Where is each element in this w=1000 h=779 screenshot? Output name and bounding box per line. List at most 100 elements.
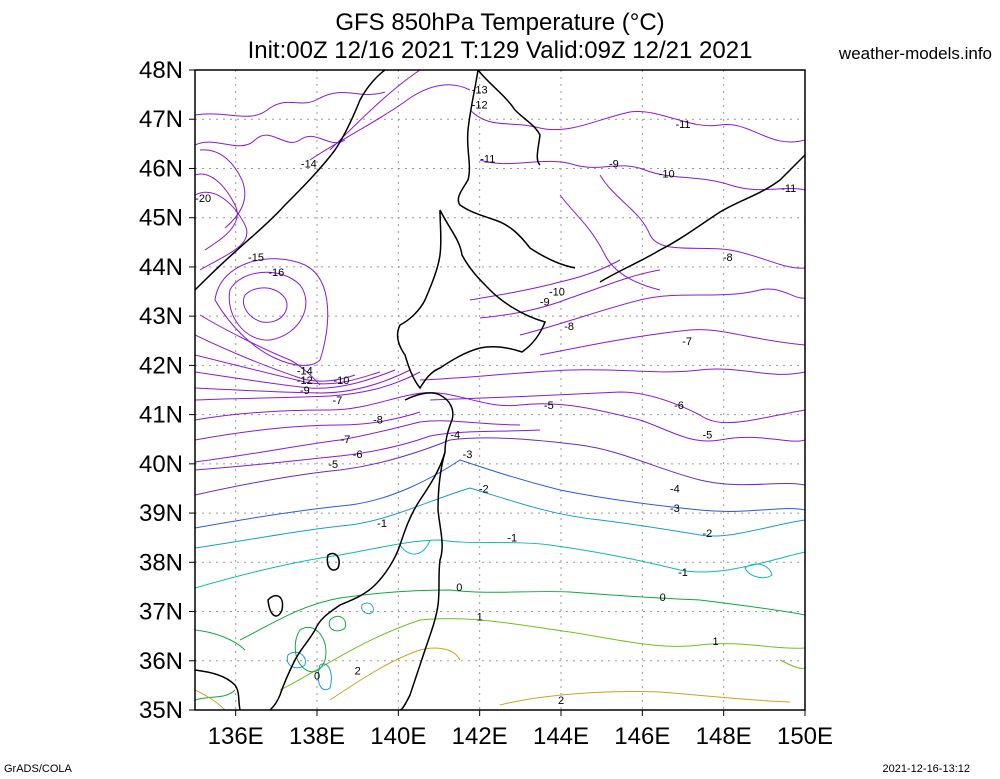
y-tick-label: 44N	[139, 254, 183, 281]
contour-label: 0	[314, 671, 320, 683]
contour-line	[243, 287, 288, 323]
coastlines	[195, 70, 805, 710]
y-tick-label: 40N	[139, 451, 183, 478]
contour-label: -4	[670, 483, 680, 495]
plot-frame	[194, 69, 806, 711]
y-tick-label: 48N	[139, 57, 183, 84]
contour-label: 1	[712, 636, 718, 648]
contour-line	[195, 371, 421, 401]
contour-label: 0	[660, 592, 666, 604]
x-axis: 136E 138E 140E 142E 144E 146E 148E 150E	[208, 710, 833, 750]
contour-label: -3	[463, 449, 473, 461]
temperature-contours	[195, 70, 805, 710]
contour-line	[469, 259, 621, 301]
coastline	[326, 552, 340, 571]
contour-label: -1	[377, 518, 387, 530]
contour-label: -8	[373, 415, 383, 427]
contour-line	[195, 420, 521, 463]
coastline	[599, 154, 805, 283]
contour-line	[214, 258, 329, 366]
contour-line	[519, 288, 805, 336]
y-tick-label: 46N	[139, 155, 183, 182]
contour-line	[195, 369, 411, 394]
coastline	[267, 594, 284, 617]
contour-line	[195, 539, 805, 589]
contour-line	[195, 437, 805, 496]
coastline	[269, 392, 454, 710]
contour-label: -10	[659, 168, 675, 180]
contour-line	[429, 391, 805, 424]
coastline	[457, 70, 576, 269]
contour-label: -7	[682, 336, 692, 348]
contour-line	[294, 627, 327, 673]
contour-line	[195, 689, 236, 701]
contour-line	[539, 329, 805, 356]
contour-line	[195, 173, 238, 251]
x-tick-label: 144E	[533, 723, 589, 750]
coastline	[195, 70, 386, 291]
contour-label: -1	[507, 533, 517, 545]
contour-label: -7	[332, 395, 342, 407]
contour-line	[239, 589, 805, 641]
contour-label: -8	[564, 321, 574, 333]
contour-label: -3	[670, 503, 680, 515]
contour-label: -12	[297, 375, 313, 387]
lat-lon-grid	[195, 70, 806, 710]
contour-label: -5	[328, 459, 338, 471]
contour-label: -10	[333, 375, 349, 387]
contour-label: -11	[480, 154, 495, 166]
contour-label: -11	[675, 119, 690, 131]
coastline	[399, 451, 446, 710]
y-tick-label: 38N	[139, 549, 183, 576]
contour-line	[195, 411, 421, 441]
map-title: GFS 850hPa Temperature (°C)	[335, 9, 665, 36]
contour-label: -2	[479, 483, 489, 495]
contour-line	[195, 354, 381, 385]
contour-line	[599, 174, 805, 269]
contour-line	[328, 615, 347, 632]
contour-line	[329, 647, 461, 701]
contour-line	[195, 487, 805, 549]
y-tick-label: 37N	[139, 599, 183, 626]
contour-line	[499, 691, 791, 706]
contour-label: -10	[549, 287, 565, 299]
contour-line	[279, 618, 805, 691]
contour-label: -9	[300, 385, 310, 397]
contour-line	[419, 368, 805, 381]
y-tick-label: 35N	[139, 697, 183, 724]
contour-line	[479, 269, 661, 319]
contour-line	[195, 629, 246, 651]
y-tick-label: 43N	[139, 303, 183, 330]
contour-label: -14	[301, 159, 317, 171]
contour-line	[195, 91, 386, 117]
y-tick-label: 47N	[139, 106, 183, 133]
y-axis: 35N 36N 37N 38N 39N 40N 41N 42N 43N 44N 45N 46N 47N 4…	[139, 57, 195, 724]
y-tick-label: 45N	[139, 205, 183, 232]
contour-label: -15	[248, 252, 264, 264]
contour-label: -11	[781, 183, 796, 195]
contour-label: -1	[678, 567, 688, 579]
x-tick-label: 148E	[696, 723, 752, 750]
coastline	[396, 209, 546, 390]
map-subtitle: Init:00Z 12/16 2021 T:129 Valid:09Z 12/2…	[247, 37, 753, 64]
contour-line	[228, 271, 307, 341]
contour-label: -6	[353, 449, 363, 461]
contour-line	[195, 334, 356, 382]
contour-label: -2	[703, 528, 713, 540]
contour-line	[195, 369, 396, 389]
contour-line	[195, 429, 541, 471]
contour-line	[195, 191, 248, 271]
contour-line	[195, 459, 805, 529]
contour-labels: -13-12-11-11-14 -9-10-11-20-15-16-8-10-9-…	[195, 85, 796, 707]
contour-label: -8	[723, 252, 733, 264]
contour-label: 0	[456, 582, 462, 594]
x-tick-label: 138E	[289, 723, 345, 750]
contour-line	[744, 563, 773, 579]
y-tick-label: 42N	[139, 352, 183, 379]
contour-line	[195, 392, 805, 442]
site-credit: weather-models.info	[838, 44, 992, 63]
contour-line	[195, 134, 346, 147]
contour-label: -5	[703, 429, 713, 441]
coastline	[195, 669, 241, 710]
